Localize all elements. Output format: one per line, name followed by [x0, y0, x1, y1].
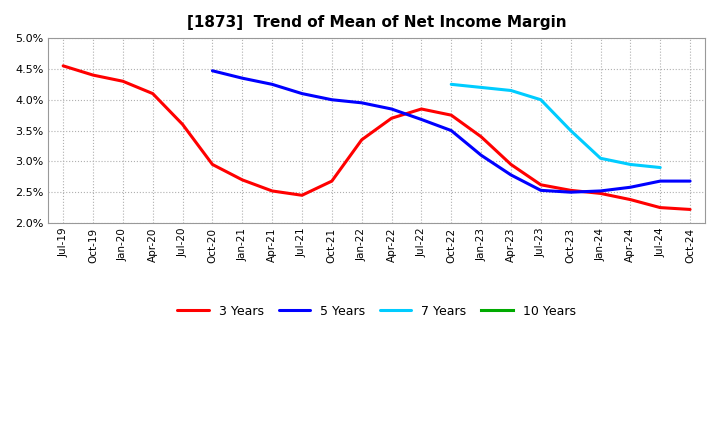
3 Years: [596, 191, 605, 196]
5 Years: [685, 179, 694, 184]
5 Years: [626, 185, 635, 190]
5 Years: [208, 68, 217, 73]
3 Years: [387, 116, 396, 121]
7 Years: [567, 128, 575, 133]
3 Years: [297, 193, 306, 198]
3 Years: [447, 113, 456, 118]
5 Years: [268, 82, 276, 87]
5 Years: [656, 179, 665, 184]
5 Years: [357, 100, 366, 106]
7 Years: [596, 156, 605, 161]
7 Years: [536, 97, 545, 103]
5 Years: [596, 188, 605, 194]
3 Years: [626, 197, 635, 202]
Line: 3 Years: 3 Years: [63, 66, 690, 209]
3 Years: [357, 137, 366, 143]
3 Years: [656, 205, 665, 210]
3 Years: [59, 63, 68, 69]
Legend: 3 Years, 5 Years, 7 Years, 10 Years: 3 Years, 5 Years, 7 Years, 10 Years: [173, 300, 581, 323]
5 Years: [297, 91, 306, 96]
5 Years: [238, 76, 246, 81]
5 Years: [447, 128, 456, 133]
3 Years: [119, 79, 127, 84]
3 Years: [328, 179, 336, 184]
3 Years: [179, 122, 187, 127]
Line: 7 Years: 7 Years: [451, 84, 660, 168]
5 Years: [417, 117, 426, 122]
7 Years: [656, 165, 665, 170]
7 Years: [626, 162, 635, 167]
5 Years: [477, 153, 485, 158]
3 Years: [238, 177, 246, 183]
3 Years: [567, 188, 575, 193]
3 Years: [268, 188, 276, 194]
Title: [1873]  Trend of Mean of Net Income Margin: [1873] Trend of Mean of Net Income Margi…: [186, 15, 567, 30]
3 Years: [208, 162, 217, 167]
3 Years: [417, 106, 426, 112]
5 Years: [387, 106, 396, 112]
5 Years: [567, 190, 575, 195]
3 Years: [148, 91, 157, 96]
3 Years: [685, 207, 694, 212]
5 Years: [328, 97, 336, 103]
3 Years: [507, 162, 516, 167]
5 Years: [536, 188, 545, 193]
3 Years: [89, 73, 97, 78]
7 Years: [447, 82, 456, 87]
7 Years: [477, 85, 485, 90]
7 Years: [507, 88, 516, 93]
Line: 5 Years: 5 Years: [212, 71, 690, 192]
5 Years: [507, 172, 516, 178]
3 Years: [536, 182, 545, 187]
3 Years: [477, 134, 485, 139]
